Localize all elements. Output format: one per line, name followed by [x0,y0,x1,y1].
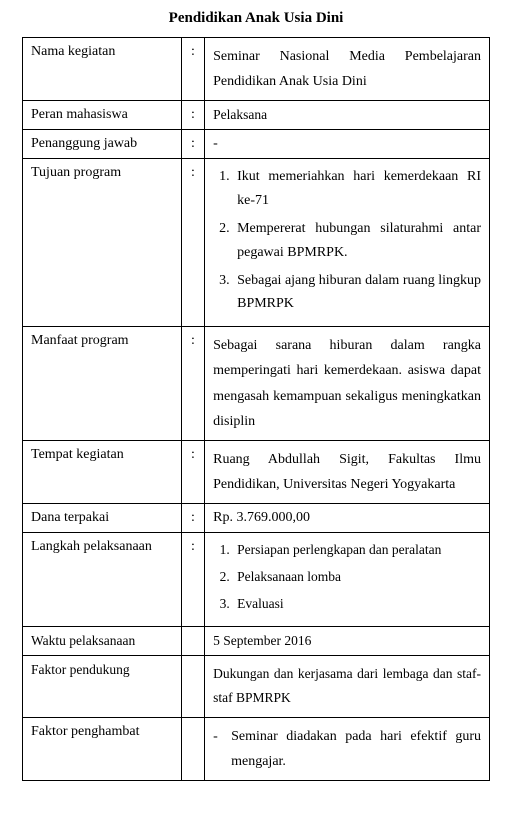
table-row: Tempat kegiatan : Ruang Abdullah Sigit, … [23,440,490,503]
sep [181,717,204,780]
table-row: Manfaat program : Sebagai sarana hiburan… [23,327,490,441]
label-langkah-pelaksanaan: Langkah pelaksanaan [23,533,182,627]
label-manfaat-program: Manfaat program [23,327,182,441]
list-item: Mempererat hubungan silaturahmi antar pe… [233,217,481,265]
table-row: Waktu pelaksanaan 5 September 2016 [23,627,490,656]
value-faktor-pendukung: Dukungan dan kerjasama dari lembaga dan … [205,656,490,718]
dash-item: - Seminar diadakan pada hari efektif gur… [213,724,481,774]
table-row: Faktor penghambat - Seminar diadakan pad… [23,717,490,780]
value-peran-mahasiswa: Pelaksana [205,101,490,130]
sep [181,656,204,718]
table-row: Penanggung jawab : - [23,130,490,159]
label-tujuan-program: Tujuan program [23,159,182,327]
label-peran-mahasiswa: Peran mahasiswa [23,101,182,130]
label-faktor-penghambat: Faktor penghambat [23,717,182,780]
value-nama-kegiatan: Seminar Nasional Media Pembelajaran Pend… [205,38,490,101]
dash-text: Seminar diadakan pada hari efektif guru … [231,724,481,774]
page-title: Pendidikan Anak Usia Dini [22,10,490,27]
value-faktor-penghambat: - Seminar diadakan pada hari efektif gur… [205,717,490,780]
list-item: Ikut memeriahkan hari kemerdekaan RI ke-… [233,165,481,213]
label-waktu-pelaksanaan: Waktu pelaksanaan [23,627,182,656]
label-penanggung-jawab: Penanggung jawab [23,130,182,159]
sep: : [181,38,204,101]
value-manfaat-program: Sebagai sarana hiburan dalam rangka memp… [205,327,490,441]
value-waktu-pelaksanaan: 5 September 2016 [205,627,490,656]
table-row: Nama kegiatan : Seminar Nasional Media P… [23,38,490,101]
list-item: Pelaksanaan lomba [233,566,481,589]
value-penanggung-jawab: - [205,130,490,159]
sep: : [181,159,204,327]
sep: : [181,533,204,627]
label-tempat-kegiatan: Tempat kegiatan [23,440,182,503]
sep: : [181,504,204,533]
value-langkah-pelaksanaan: Persiapan perlengkapan dan peralatan Pel… [205,533,490,627]
dash-icon: - [213,724,231,774]
value-dana-terpakai: Rp. 3.769.000,00 [205,504,490,533]
value-tujuan-program: Ikut memeriahkan hari kemerdekaan RI ke-… [205,159,490,327]
activity-table: Nama kegiatan : Seminar Nasional Media P… [22,37,490,781]
list-item: Evaluasi [233,593,481,616]
sep: : [181,101,204,130]
table-row: Faktor pendukung Dukungan dan kerjasama … [23,656,490,718]
table-row: Tujuan program : Ikut memeriahkan hari k… [23,159,490,327]
sep [181,627,204,656]
sep: : [181,130,204,159]
list-item: Sebagai ajang hiburan dalam ruang lingku… [233,269,481,317]
table-row: Peran mahasiswa : Pelaksana [23,101,490,130]
label-dana-terpakai: Dana terpakai [23,504,182,533]
sep: : [181,440,204,503]
table-row: Dana terpakai : Rp. 3.769.000,00 [23,504,490,533]
label-nama-kegiatan: Nama kegiatan [23,38,182,101]
sep: : [181,327,204,441]
list-item: Persiapan perlengkapan dan peralatan [233,539,481,562]
label-faktor-pendukung: Faktor pendukung [23,656,182,718]
value-tempat-kegiatan: Ruang Abdullah Sigit, Fakultas Ilmu Pend… [205,440,490,503]
table-row: Langkah pelaksanaan : Persiapan perlengk… [23,533,490,627]
